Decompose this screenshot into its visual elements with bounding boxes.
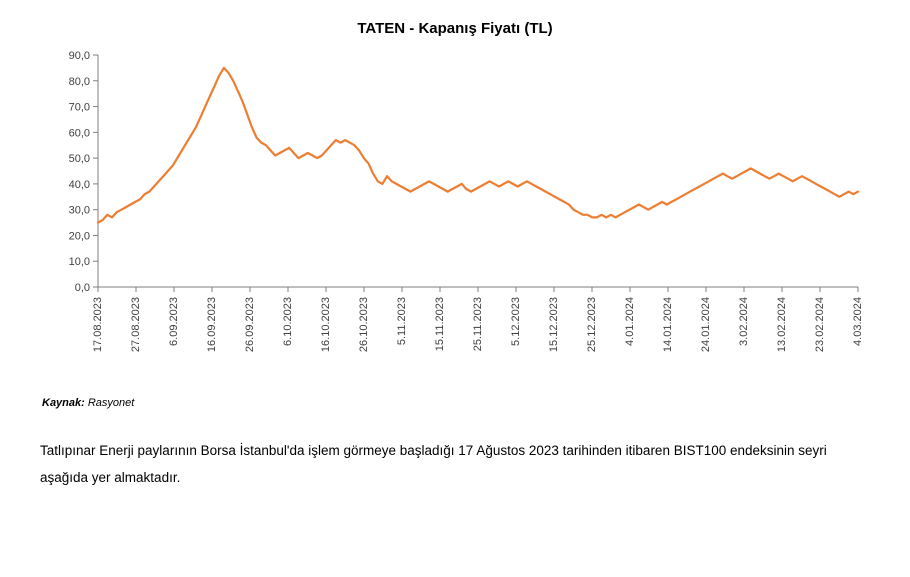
x-tick-label: 3.02.2024 [738, 297, 750, 346]
x-tick-label: 17.08.2023 [92, 297, 104, 352]
chart-title: TATEN - Kapanış Fiyatı (TL) [40, 20, 870, 37]
x-tick-label: 6.09.2023 [168, 297, 180, 346]
x-tick-label: 5.11.2023 [396, 297, 408, 345]
x-tick-label: 25.11.2023 [472, 297, 484, 351]
svg-text:50,0: 50,0 [69, 153, 90, 165]
x-tick-label: 6.10.2023 [282, 297, 294, 346]
x-tick-label: 16.09.2023 [206, 297, 218, 352]
x-tick-label: 26.09.2023 [244, 297, 256, 352]
x-tick-label: 24.01.2024 [700, 297, 712, 352]
svg-text:10,0: 10,0 [69, 256, 90, 268]
x-tick-label: 4.01.2024 [624, 297, 636, 346]
svg-text:20,0: 20,0 [69, 230, 90, 242]
source-line: Kaynak: Rasyonet [42, 397, 870, 409]
svg-text:60,0: 60,0 [69, 127, 90, 139]
x-tick-label: 15.12.2023 [548, 297, 560, 352]
price-line [98, 68, 858, 223]
svg-text:30,0: 30,0 [69, 205, 90, 217]
x-tick-label: 27.08.2023 [130, 297, 142, 352]
chart-container: 0,0 10,0 20,0 30,0 40,0 50,0 60,0 70,0 80,0 90,0 1… [40, 47, 870, 387]
x-tick-label: 4.03.2024 [852, 297, 864, 346]
x-tick-label: 26.10.2023 [358, 297, 370, 352]
svg-text:40,0: 40,0 [69, 179, 90, 191]
source-label: Kaynak: [42, 397, 85, 409]
x-tick-label: 23.02.2024 [814, 297, 826, 352]
source-value: Rasyonet [88, 397, 134, 409]
svg-text:90,0: 90,0 [69, 50, 90, 62]
x-tick-label: 25.12.2023 [586, 297, 598, 352]
x-tick-label: 5.12.2023 [510, 297, 522, 346]
svg-text:70,0: 70,0 [69, 102, 90, 114]
svg-text:0,0: 0,0 [75, 282, 90, 294]
x-tick-label: 14.01.2024 [662, 297, 674, 352]
page: TATEN - Kapanış Fiyatı (TL) 0,0 10,0 20,0 3… [0, 0, 910, 577]
line-chart: 0,0 10,0 20,0 30,0 40,0 50,0 60,0 70,0 80,0 90,0 1… [40, 47, 870, 387]
x-tick-label: 16.10.2023 [320, 297, 332, 352]
x-tick-label: 15.11.2023 [434, 297, 446, 351]
svg-text:80,0: 80,0 [69, 76, 90, 88]
x-tick-label: 13.02.2024 [776, 297, 788, 352]
body-paragraph: Tatlıpınar Enerji paylarının Borsa İstan… [40, 437, 870, 491]
